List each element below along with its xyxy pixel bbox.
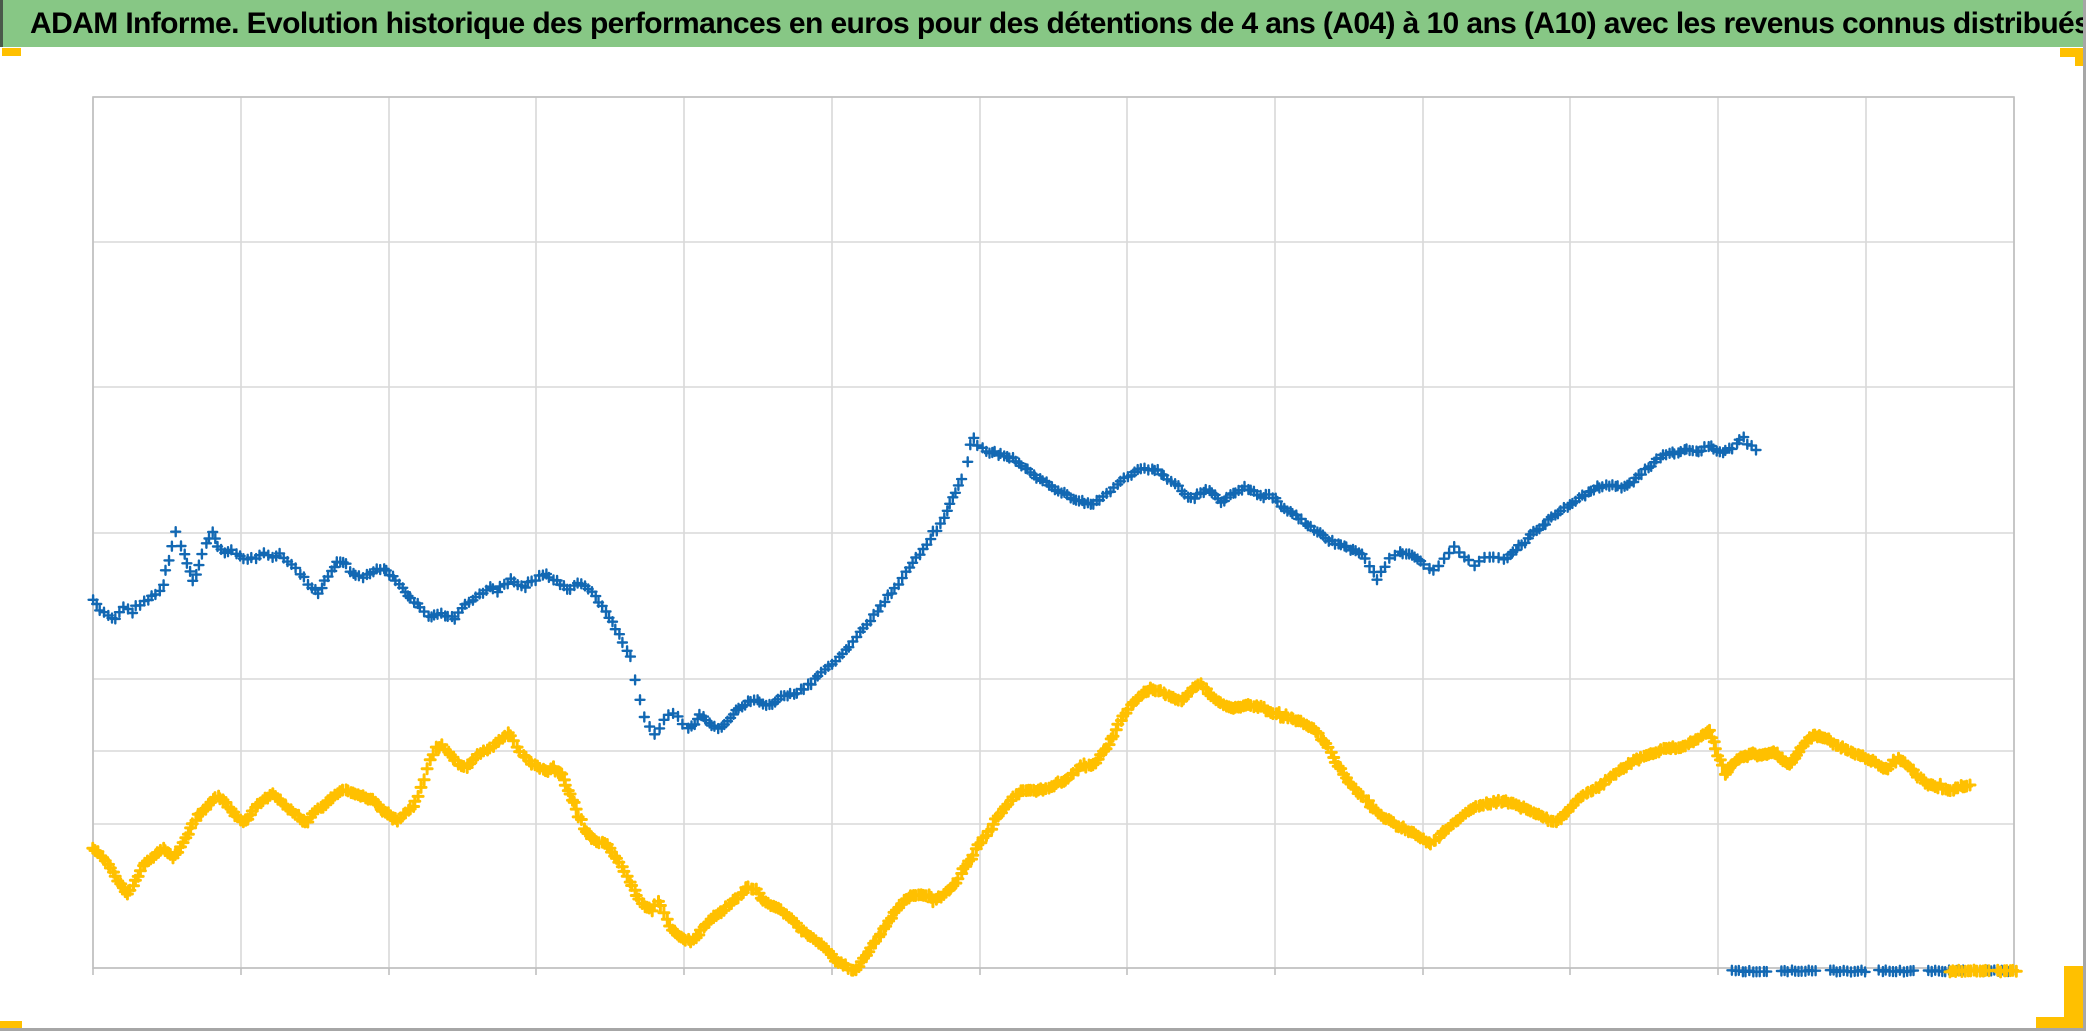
corner-mark-top-left (2, 48, 21, 56)
window-edge-right (2083, 0, 2086, 1031)
corner-mark-top-right-stub (2075, 57, 2084, 66)
corner-mark-bottom-left (0, 1021, 22, 1031)
corner-mark-top-right-bar (2060, 48, 2084, 57)
corner-mark-bottom-right-bar (2064, 966, 2084, 1028)
corner-mark-bottom-right-foot (2036, 1017, 2084, 1028)
chart-title-text: ADAM Informe. Evolution historique des p… (30, 7, 2086, 40)
chart-title-bar: ADAM Informe. Evolution historique des p… (0, 0, 2086, 47)
window-edge-bottom (0, 1028, 2086, 1031)
title-bar-left-edge (0, 0, 3, 47)
